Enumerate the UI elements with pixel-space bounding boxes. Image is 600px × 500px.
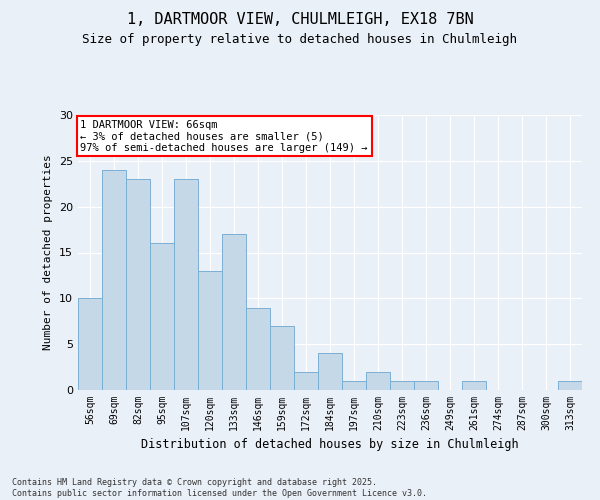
Bar xyxy=(102,170,126,390)
Bar xyxy=(462,381,486,390)
Bar xyxy=(246,308,270,390)
Bar xyxy=(222,234,246,390)
Bar xyxy=(294,372,318,390)
Bar xyxy=(366,372,390,390)
Bar xyxy=(390,381,414,390)
Bar xyxy=(150,244,174,390)
Bar xyxy=(270,326,294,390)
Text: 1 DARTMOOR VIEW: 66sqm
← 3% of detached houses are smaller (5)
97% of semi-detac: 1 DARTMOOR VIEW: 66sqm ← 3% of detached … xyxy=(80,120,368,153)
Text: Contains HM Land Registry data © Crown copyright and database right 2025.
Contai: Contains HM Land Registry data © Crown c… xyxy=(12,478,427,498)
Bar xyxy=(126,179,150,390)
Bar xyxy=(558,381,582,390)
Bar xyxy=(318,354,342,390)
Y-axis label: Number of detached properties: Number of detached properties xyxy=(43,154,53,350)
Bar xyxy=(174,179,198,390)
Bar xyxy=(414,381,438,390)
Bar xyxy=(342,381,366,390)
Bar xyxy=(78,298,102,390)
X-axis label: Distribution of detached houses by size in Chulmleigh: Distribution of detached houses by size … xyxy=(141,438,519,452)
Text: Size of property relative to detached houses in Chulmleigh: Size of property relative to detached ho… xyxy=(83,32,517,46)
Text: 1, DARTMOOR VIEW, CHULMLEIGH, EX18 7BN: 1, DARTMOOR VIEW, CHULMLEIGH, EX18 7BN xyxy=(127,12,473,28)
Bar xyxy=(198,271,222,390)
